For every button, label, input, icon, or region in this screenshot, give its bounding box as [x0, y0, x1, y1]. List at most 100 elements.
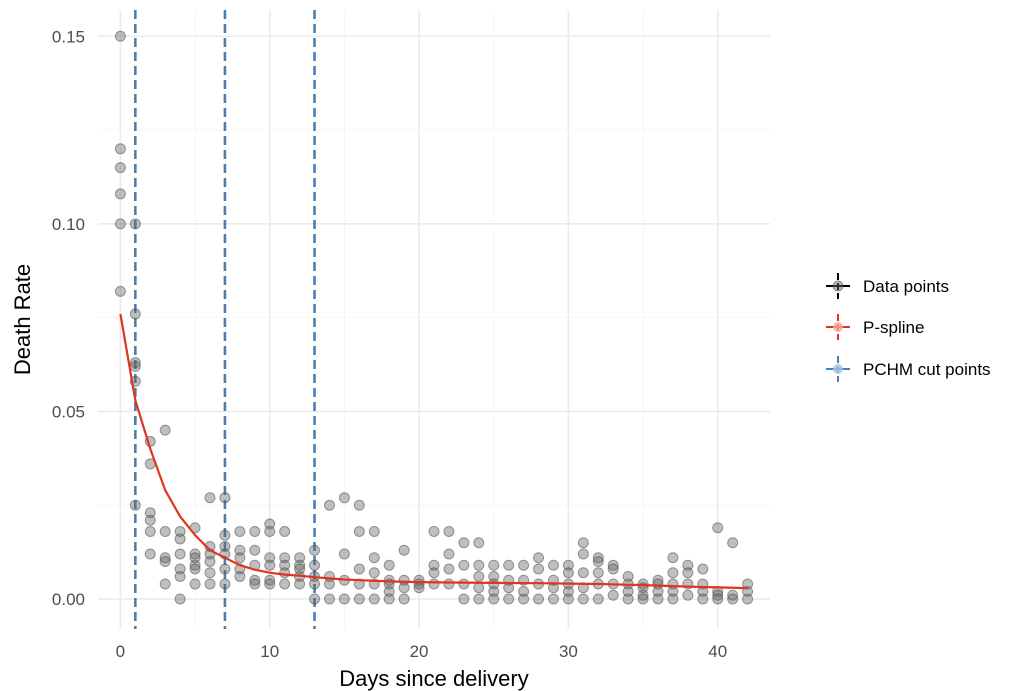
- data-point: [189, 552, 201, 564]
- data-point: [219, 529, 231, 541]
- data-point: [234, 544, 246, 556]
- data-point: [443, 525, 455, 537]
- data-point: [428, 559, 440, 571]
- data-point: [189, 548, 201, 560]
- data-point: [607, 559, 619, 571]
- data-point: [323, 593, 335, 605]
- data-point: [503, 593, 515, 605]
- data-point: [338, 548, 350, 560]
- data-point: [488, 585, 500, 597]
- legend: Data points P-spline PCHM cut points: [826, 273, 991, 382]
- legend-pchm-marker: [833, 364, 843, 374]
- data-point: [428, 578, 440, 590]
- data-point: [174, 548, 186, 560]
- x-axis-title: Days since delivery: [339, 666, 529, 691]
- legend-pchm-label: PCHM cut points: [863, 360, 991, 379]
- x-tick-label: 10: [260, 642, 279, 661]
- data-point: [174, 525, 186, 537]
- data-point: [398, 593, 410, 605]
- data-point: [114, 285, 126, 297]
- data-point: [368, 593, 380, 605]
- data-point: [144, 507, 156, 519]
- grid-minor: [98, 10, 770, 629]
- x-tick-label: 30: [559, 642, 578, 661]
- data-point: [249, 525, 261, 537]
- data-point: [204, 492, 216, 504]
- data-point: [473, 559, 485, 571]
- grid-major: [98, 10, 770, 629]
- data-point: [144, 525, 156, 537]
- data-point: [592, 567, 604, 579]
- data-point: [129, 218, 141, 230]
- y-tick-label: 0.00: [52, 590, 85, 609]
- data-point: [518, 593, 530, 605]
- data-point: [383, 593, 395, 605]
- data-point: [353, 563, 365, 575]
- data-point: [249, 574, 261, 586]
- legend-item-data-points: Data points: [826, 273, 949, 299]
- data-point: [279, 578, 291, 590]
- data-point: [294, 552, 306, 564]
- data-point: [637, 593, 649, 605]
- data-point: [368, 525, 380, 537]
- data-point: [592, 552, 604, 564]
- data-point: [159, 525, 171, 537]
- data-point: [353, 578, 365, 590]
- data-point: [712, 593, 724, 605]
- data-point: [533, 563, 545, 575]
- data-point: [428, 525, 440, 537]
- data-point: [189, 559, 201, 571]
- data-point: [742, 593, 754, 605]
- x-tick-label: 40: [708, 642, 727, 661]
- data-point: [473, 537, 485, 549]
- data-point: [338, 492, 350, 504]
- data-point: [712, 522, 724, 534]
- data-point: [562, 585, 574, 597]
- data-point: [518, 585, 530, 597]
- data-point: [682, 589, 694, 601]
- data-point: [234, 525, 246, 537]
- data-point: [174, 593, 186, 605]
- legend-data-points-marker: [832, 280, 844, 292]
- data-point: [488, 559, 500, 571]
- data-point: [488, 593, 500, 605]
- data-point: [533, 552, 545, 564]
- data-point: [518, 559, 530, 571]
- data-point: [503, 559, 515, 571]
- pchm-cut-lines: [134, 10, 316, 629]
- data-point: [174, 563, 186, 575]
- data-point: [309, 593, 321, 605]
- data-point: [562, 559, 574, 571]
- data-point: [219, 492, 231, 504]
- data-point: [443, 563, 455, 575]
- legend-p-spline-marker: [833, 322, 843, 332]
- data-point: [727, 537, 739, 549]
- data-point: [309, 544, 321, 556]
- data-point: [114, 30, 126, 42]
- data-point: [174, 533, 186, 545]
- data-points: [114, 30, 754, 605]
- data-point: [503, 582, 515, 594]
- data-point: [667, 552, 679, 564]
- data-point: [189, 563, 201, 575]
- data-point: [443, 548, 455, 560]
- data-point: [398, 582, 410, 594]
- data-point: [264, 559, 276, 571]
- data-point: [204, 578, 216, 590]
- data-point: [533, 593, 545, 605]
- y-axis-title: Death Rate: [10, 264, 35, 375]
- data-point: [294, 578, 306, 590]
- data-point: [144, 548, 156, 560]
- data-point: [443, 578, 455, 590]
- data-point: [309, 578, 321, 590]
- data-point: [562, 593, 574, 605]
- data-point: [114, 162, 126, 174]
- data-point: [547, 559, 559, 571]
- data-point: [488, 570, 500, 582]
- data-point: [353, 593, 365, 605]
- data-point: [577, 593, 589, 605]
- data-point: [204, 567, 216, 579]
- data-point: [383, 559, 395, 571]
- data-point: [114, 218, 126, 230]
- data-point: [249, 544, 261, 556]
